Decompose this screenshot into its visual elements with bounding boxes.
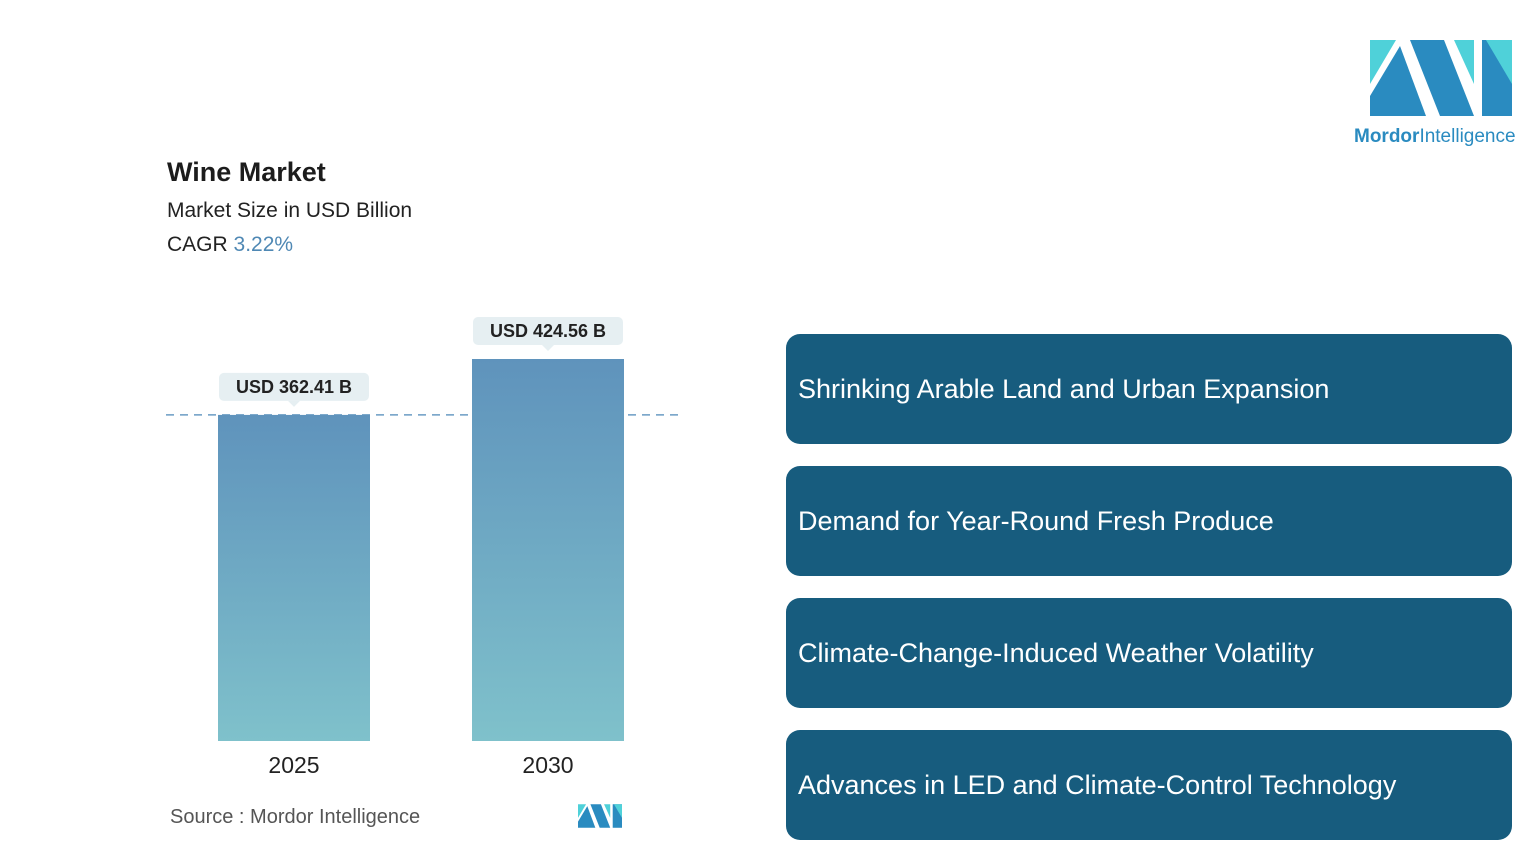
mordor-intelligence-small-logo-icon <box>578 804 622 828</box>
source-label: Source : <box>170 806 245 828</box>
value-label-badge <box>473 317 623 345</box>
source-note: Source : Mordor Intelligence <box>170 806 420 829</box>
cagr-line: CAGR 3.22% <box>167 233 293 257</box>
source-value: Mordor Intelligence <box>250 806 421 828</box>
value-label: USD 362.41 B <box>236 377 352 397</box>
brand-name: MordorIntelligence <box>1354 126 1516 147</box>
chart-subtitle: Market Size in USD Billion <box>167 199 413 222</box>
bar-2025 <box>218 414 370 741</box>
driver-label: Advances in LED and Climate-Control Tech… <box>798 769 1397 800</box>
x-tick-label: 2025 <box>268 752 319 778</box>
driver-card: Advances in LED and Climate-Control Tech… <box>786 730 1512 840</box>
bar-2030 <box>472 359 624 741</box>
value-label-pointer <box>542 345 554 351</box>
market-drivers: Shrinking Arable Land and Urban Expansio… <box>786 334 1512 862</box>
value-label-pointer <box>288 400 300 407</box>
chart-title: Wine Market <box>167 157 326 187</box>
bar-chart: USD 362.41 B 2025 USD 424.56 B 2030 <box>166 317 680 778</box>
driver-label: Shrinking Arable Land and Urban Expansio… <box>798 373 1330 404</box>
x-tick-label: 2030 <box>522 752 573 778</box>
cagr-value: 3.22% <box>233 233 294 256</box>
driver-card: Demand for Year-Round Fresh Produce <box>786 466 1512 576</box>
driver-label: Climate-Change-Induced Weather Volatilit… <box>798 637 1314 668</box>
cagr-label: CAGR <box>167 233 228 256</box>
driver-card: Climate-Change-Induced Weather Volatilit… <box>786 598 1512 708</box>
value-label-badge <box>219 372 369 401</box>
mordor-intelligence-logo-icon <box>1370 40 1512 116</box>
driver-card: Shrinking Arable Land and Urban Expansio… <box>786 334 1512 444</box>
driver-label: Demand for Year-Round Fresh Produce <box>798 505 1274 536</box>
value-label: USD 424.56 B <box>490 321 606 341</box>
brand-logo: MordorIntelligence <box>1352 40 1532 150</box>
